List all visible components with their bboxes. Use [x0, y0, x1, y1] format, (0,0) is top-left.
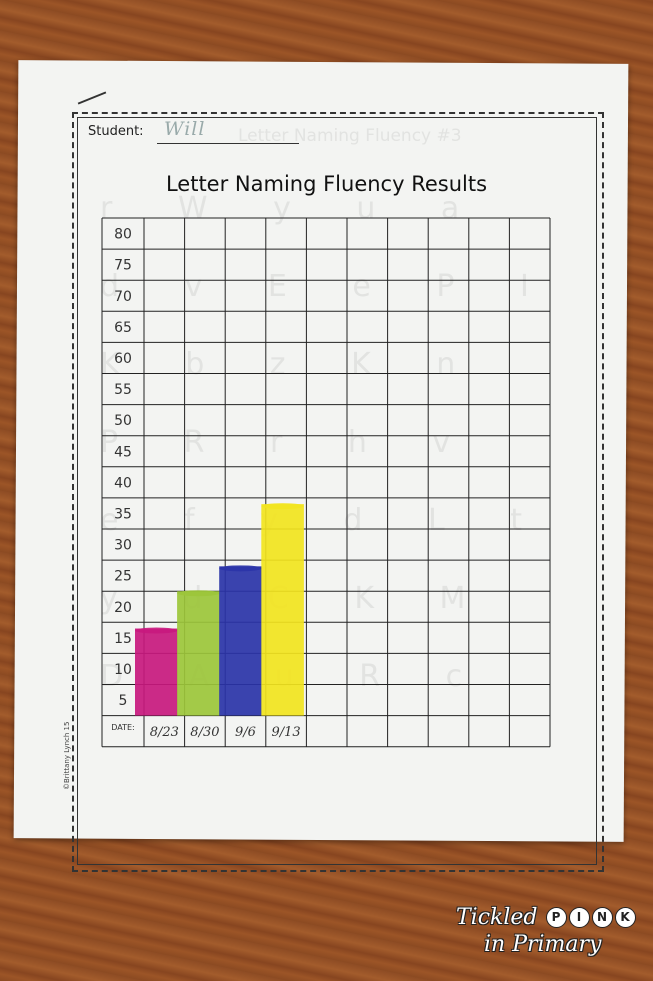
logo-letter-n: N [591, 907, 613, 928]
y-tick-label: 55 [114, 382, 132, 398]
student-name-line [157, 143, 299, 144]
y-tick-label: 5 [119, 693, 128, 709]
bar-cap [135, 627, 178, 634]
outer-dashed-border [72, 112, 604, 872]
y-tick-label: 75 [114, 258, 132, 274]
inner-border [77, 117, 597, 865]
bar-8-23 [135, 628, 178, 716]
y-tick-label: 45 [114, 444, 132, 460]
logo-prefix: Tickled [456, 905, 538, 930]
y-tick-label: 20 [114, 600, 132, 616]
bar-cap [177, 590, 220, 597]
logo-letter-i: I [568, 907, 590, 928]
y-tick-label: 60 [114, 351, 132, 367]
y-tick-label: 70 [114, 289, 132, 305]
chart-title: Letter Naming Fluency Results [165, 172, 488, 196]
y-tick-label: 15 [114, 631, 132, 647]
y-tick-label: 10 [114, 662, 132, 678]
y-tick-label: 80 [114, 227, 132, 243]
chart-grid [101, 217, 551, 748]
y-tick-label: 65 [114, 320, 132, 336]
y-tick-label: 40 [114, 475, 132, 491]
y-tick-label: 50 [114, 413, 132, 429]
logo-letter-p: P [545, 907, 567, 928]
x-tick-label: 8/30 [190, 725, 219, 740]
y-tick-label: 35 [114, 506, 132, 522]
x-tick-label: 8/23 [150, 725, 179, 740]
x-tick-label: 9/6 [235, 725, 256, 740]
logo-letter-k: K [614, 907, 636, 928]
x-tick-label: 9/13 [271, 725, 300, 740]
student-label: Student: [88, 124, 144, 139]
x-axis-label: DATE: [111, 723, 135, 732]
bar-9-6 [219, 566, 262, 716]
bar-cap [261, 503, 304, 510]
logo-line-2: in Primary [484, 932, 602, 957]
y-tick-label: 30 [114, 538, 132, 554]
bar-8-30 [177, 591, 220, 716]
copyright-text: ©Brittany Lynch 15 [63, 721, 71, 790]
student-name: Will [164, 118, 206, 140]
ghost-title: Letter Naming Fluency #3 [238, 126, 462, 146]
bar-cap [219, 565, 262, 572]
y-tick-label: 25 [114, 569, 132, 585]
bar-9-13 [261, 504, 304, 716]
